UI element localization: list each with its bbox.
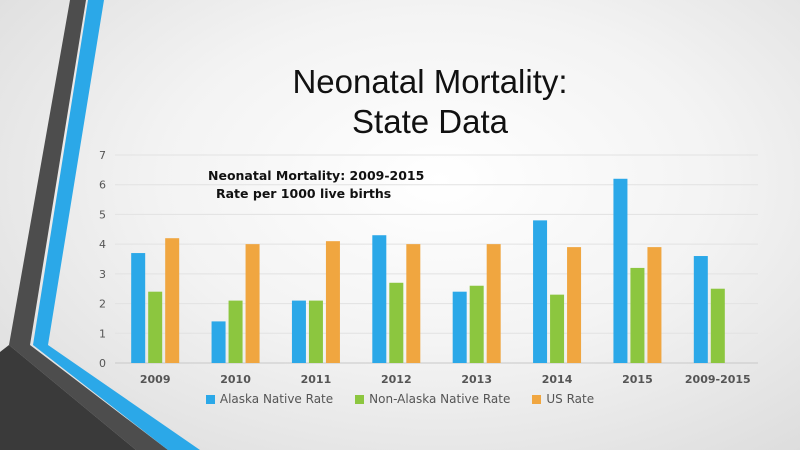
bar [211, 321, 226, 363]
bar [567, 247, 582, 363]
y-tick-label: 6 [99, 179, 106, 192]
legend-item: Non-Alaska Native Rate [355, 392, 510, 406]
chart-legend: Alaska Native Rate Non-Alaska Native Rate… [0, 392, 800, 406]
bar [228, 300, 243, 363]
x-tick-label: 2009-2015 [685, 373, 751, 386]
x-tick-label: 2012 [381, 373, 412, 386]
bar [389, 282, 404, 363]
legend-label: Alaska Native Rate [219, 392, 334, 406]
chart-subtitle: Rate per 1000 live births [216, 186, 392, 201]
slide-title-line2: State Data [352, 103, 508, 140]
bar [486, 244, 501, 363]
bar [325, 241, 340, 363]
bar [131, 253, 146, 363]
y-tick-label: 2 [99, 298, 106, 311]
bar [406, 244, 421, 363]
bars [131, 178, 725, 363]
y-tick-label: 4 [99, 238, 106, 251]
decor-gray-stripe [9, 0, 168, 450]
bar [613, 178, 628, 363]
x-tick-label: 2011 [301, 373, 332, 386]
decor-dark-corner [0, 345, 136, 450]
legend-item: Alaska Native Rate [205, 392, 334, 406]
y-tick-label: 5 [99, 208, 106, 221]
legend-label: Non-Alaska Native Rate [369, 392, 511, 406]
y-axis-ticks: 0 1 2 3 4 5 6 7 [99, 149, 106, 370]
bar [148, 291, 163, 363]
bar [647, 247, 662, 363]
x-tick-label: 2013 [461, 373, 492, 386]
legend-swatch [532, 394, 542, 404]
legend-swatch [205, 394, 215, 404]
legend-label: US Rate [546, 392, 595, 406]
x-tick-label: 2014 [542, 373, 573, 386]
gridlines [115, 154, 758, 364]
bar [291, 300, 306, 363]
bar [308, 300, 323, 363]
bar [372, 235, 387, 363]
bar [452, 291, 467, 363]
bar [245, 244, 260, 363]
legend-item: US Rate [532, 392, 594, 406]
chart-title: Neonatal Mortality: 2009-2015 [208, 168, 425, 183]
y-tick-label: 3 [99, 268, 106, 281]
bar [693, 256, 708, 363]
bar [165, 238, 180, 363]
x-tick-label: 2010 [220, 373, 251, 386]
x-tick-label: 2015 [622, 373, 653, 386]
decor-blue-stripe [33, 0, 200, 450]
chart-title-block: Neonatal Mortality: 2009-2015 Rate per 1… [208, 167, 424, 203]
x-axis-ticks: 2009 2010 2011 2012 2013 2014 2015 2009-2015 [140, 373, 751, 386]
bar [533, 220, 548, 363]
y-tick-label: 1 [99, 327, 106, 340]
bar [630, 267, 645, 363]
x-tick-label: 2009 [140, 373, 171, 386]
legend-swatch [355, 394, 365, 404]
slide-title-line1: Neonatal Mortality: [292, 63, 568, 100]
bar [550, 294, 565, 363]
y-tick-label: 7 [99, 149, 106, 162]
bar [710, 288, 725, 363]
y-tick-label: 0 [99, 357, 106, 370]
slide-title: Neonatal Mortality: State Data [150, 62, 710, 142]
bar [469, 285, 484, 363]
